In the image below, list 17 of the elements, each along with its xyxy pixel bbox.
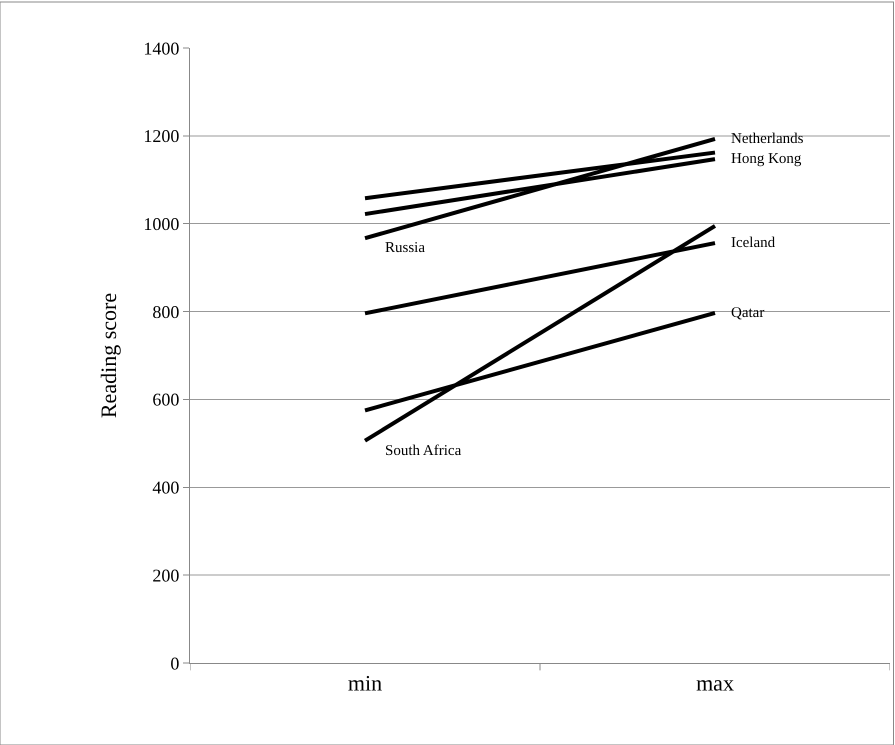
annotation: Russia (385, 240, 426, 256)
y-tick-label: 1000 (143, 214, 180, 234)
annotation: Hong Kong (731, 151, 802, 167)
x-tick-label: max (696, 670, 734, 696)
y-tick-label: 400 (152, 478, 180, 498)
annotation: Iceland (731, 235, 776, 251)
y-tick-label: 1400 (143, 38, 180, 58)
y-tick-label: 1200 (143, 126, 180, 146)
annotation: South Africa (385, 443, 462, 459)
annotation: Qatar (731, 305, 764, 321)
y-tick-label: 600 (152, 390, 180, 410)
y-axis-title: Reading score (96, 292, 122, 418)
y-tick-label: 200 (152, 565, 180, 586)
annotation: Netherlands (731, 131, 804, 147)
x-tick-label: min (348, 670, 382, 696)
y-tick-label: 0 (170, 653, 180, 674)
y-tick-label: 800 (152, 302, 180, 322)
